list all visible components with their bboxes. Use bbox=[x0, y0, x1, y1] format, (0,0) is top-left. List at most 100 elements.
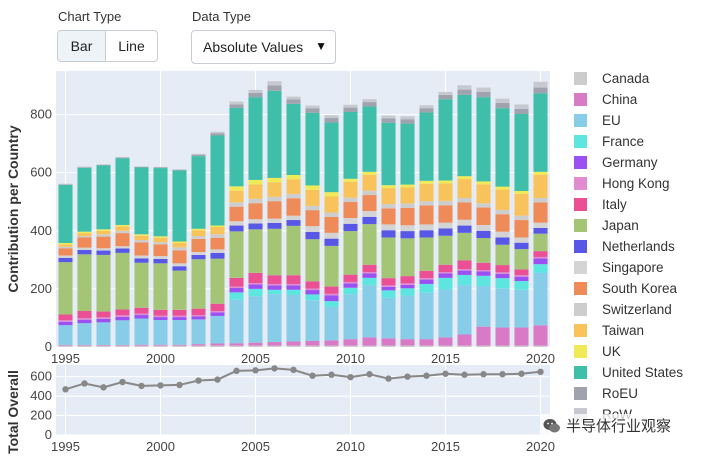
bar-segment[interactable] bbox=[115, 158, 130, 225]
bar-segment[interactable] bbox=[324, 122, 339, 193]
bar-segment[interactable] bbox=[58, 246, 73, 249]
bar-segment[interactable] bbox=[153, 315, 168, 318]
bar-segment[interactable] bbox=[248, 219, 263, 224]
bar-segment[interactable] bbox=[533, 197, 548, 203]
bar-segment[interactable] bbox=[115, 320, 130, 345]
bar-segment[interactable] bbox=[96, 164, 111, 166]
bar-segment[interactable] bbox=[419, 224, 434, 231]
bar-segment[interactable] bbox=[58, 262, 73, 315]
bar-segment[interactable] bbox=[286, 294, 301, 342]
bar-segment[interactable] bbox=[476, 184, 491, 204]
bar-segment[interactable] bbox=[286, 283, 301, 286]
bar-segment[interactable] bbox=[457, 202, 472, 220]
bar-segment[interactable] bbox=[267, 201, 282, 219]
bar-segment[interactable] bbox=[343, 223, 358, 232]
bar-segment[interactable] bbox=[343, 287, 358, 295]
bar-segment[interactable] bbox=[210, 133, 225, 136]
bar-segment[interactable] bbox=[381, 237, 396, 279]
bar-segment[interactable] bbox=[134, 166, 149, 167]
bar-segment[interactable] bbox=[248, 288, 263, 297]
legend-item[interactable]: Switzerland bbox=[572, 299, 672, 320]
bar-segment[interactable] bbox=[248, 203, 263, 220]
bar-segment[interactable] bbox=[172, 319, 187, 345]
bar-segment[interactable] bbox=[210, 234, 225, 238]
bar-segment[interactable] bbox=[362, 285, 377, 338]
bar-segment[interactable] bbox=[438, 99, 453, 181]
bar-segment[interactable] bbox=[419, 180, 434, 184]
legend-item[interactable]: South Korea bbox=[572, 278, 677, 299]
bar-chart-button[interactable]: Bar bbox=[57, 30, 106, 62]
bar-segment[interactable] bbox=[343, 281, 358, 284]
bar-segment[interactable] bbox=[153, 166, 168, 168]
bar-segment[interactable] bbox=[191, 259, 206, 309]
total-point[interactable] bbox=[328, 371, 335, 378]
bar-segment[interactable] bbox=[343, 339, 358, 346]
bar-segment[interactable] bbox=[495, 327, 510, 346]
bar-segment[interactable] bbox=[248, 283, 263, 285]
bar-segment[interactable] bbox=[495, 231, 510, 238]
bar-segment[interactable] bbox=[514, 242, 529, 250]
bar-segment[interactable] bbox=[153, 258, 168, 264]
bar-segment[interactable] bbox=[305, 345, 320, 347]
bar-segment[interactable] bbox=[77, 166, 92, 168]
bar-segment[interactable] bbox=[495, 273, 510, 279]
bar-segment[interactable] bbox=[77, 254, 92, 311]
bar-segment[interactable] bbox=[134, 315, 149, 319]
bar-segment[interactable] bbox=[96, 344, 111, 346]
bar-segment[interactable] bbox=[438, 180, 453, 184]
bar-segment[interactable] bbox=[172, 345, 187, 347]
bar-segment[interactable] bbox=[134, 242, 149, 256]
bar-segment[interactable] bbox=[400, 339, 415, 346]
bar-segment[interactable] bbox=[343, 294, 358, 340]
bar-segment[interactable] bbox=[362, 345, 377, 347]
bar-segment[interactable] bbox=[457, 260, 472, 270]
bar-segment[interactable] bbox=[191, 308, 206, 316]
bar-segment[interactable] bbox=[419, 279, 434, 284]
bar-segment[interactable] bbox=[153, 236, 168, 238]
bar-segment[interactable] bbox=[191, 153, 206, 155]
bar-segment[interactable] bbox=[172, 315, 187, 318]
bar-segment[interactable] bbox=[58, 345, 73, 347]
bar-segment[interactable] bbox=[229, 202, 244, 207]
bar-segment[interactable] bbox=[533, 171, 548, 175]
bar-segment[interactable] bbox=[533, 222, 548, 228]
bar-segment[interactable] bbox=[305, 205, 320, 211]
bar-segment[interactable] bbox=[419, 278, 434, 280]
bar-segment[interactable] bbox=[514, 108, 529, 114]
bar-segment[interactable] bbox=[229, 286, 244, 289]
bar-segment[interactable] bbox=[210, 315, 225, 344]
legend-item[interactable]: Singapore bbox=[572, 257, 664, 278]
bar-segment[interactable] bbox=[267, 81, 282, 86]
total-point[interactable] bbox=[404, 373, 411, 380]
bar-segment[interactable] bbox=[134, 234, 149, 236]
bar-segment[interactable] bbox=[400, 187, 415, 204]
bar-segment[interactable] bbox=[533, 256, 548, 259]
bar-segment[interactable] bbox=[286, 193, 301, 199]
bar-segment[interactable] bbox=[419, 205, 434, 225]
bar-segment[interactable] bbox=[495, 98, 510, 103]
bar-segment[interactable] bbox=[362, 190, 377, 196]
bar-segment[interactable] bbox=[324, 306, 339, 341]
bar-segment[interactable] bbox=[267, 177, 282, 183]
bar-segment[interactable] bbox=[172, 169, 187, 171]
bar-segment[interactable] bbox=[343, 111, 358, 179]
bar-segment[interactable] bbox=[248, 272, 263, 284]
bar-segment[interactable] bbox=[533, 251, 548, 257]
bar-segment[interactable] bbox=[457, 89, 472, 95]
bar-segment[interactable] bbox=[248, 97, 263, 180]
bar-segment[interactable] bbox=[267, 85, 282, 91]
bar-segment[interactable] bbox=[438, 277, 453, 290]
total-point[interactable] bbox=[100, 384, 107, 391]
total-point[interactable] bbox=[138, 382, 145, 390]
bar-segment[interactable] bbox=[514, 190, 529, 194]
bar-segment[interactable] bbox=[324, 115, 339, 119]
bar-segment[interactable] bbox=[533, 227, 548, 234]
bar-segment[interactable] bbox=[476, 91, 491, 98]
bar-segment[interactable] bbox=[172, 309, 187, 316]
bar-segment[interactable] bbox=[134, 344, 149, 346]
bar-segment[interactable] bbox=[248, 229, 263, 273]
bar-segment[interactable] bbox=[172, 169, 187, 170]
bar-segment[interactable] bbox=[58, 320, 73, 322]
bar-segment[interactable] bbox=[153, 244, 168, 257]
bar-segment[interactable] bbox=[514, 327, 529, 346]
